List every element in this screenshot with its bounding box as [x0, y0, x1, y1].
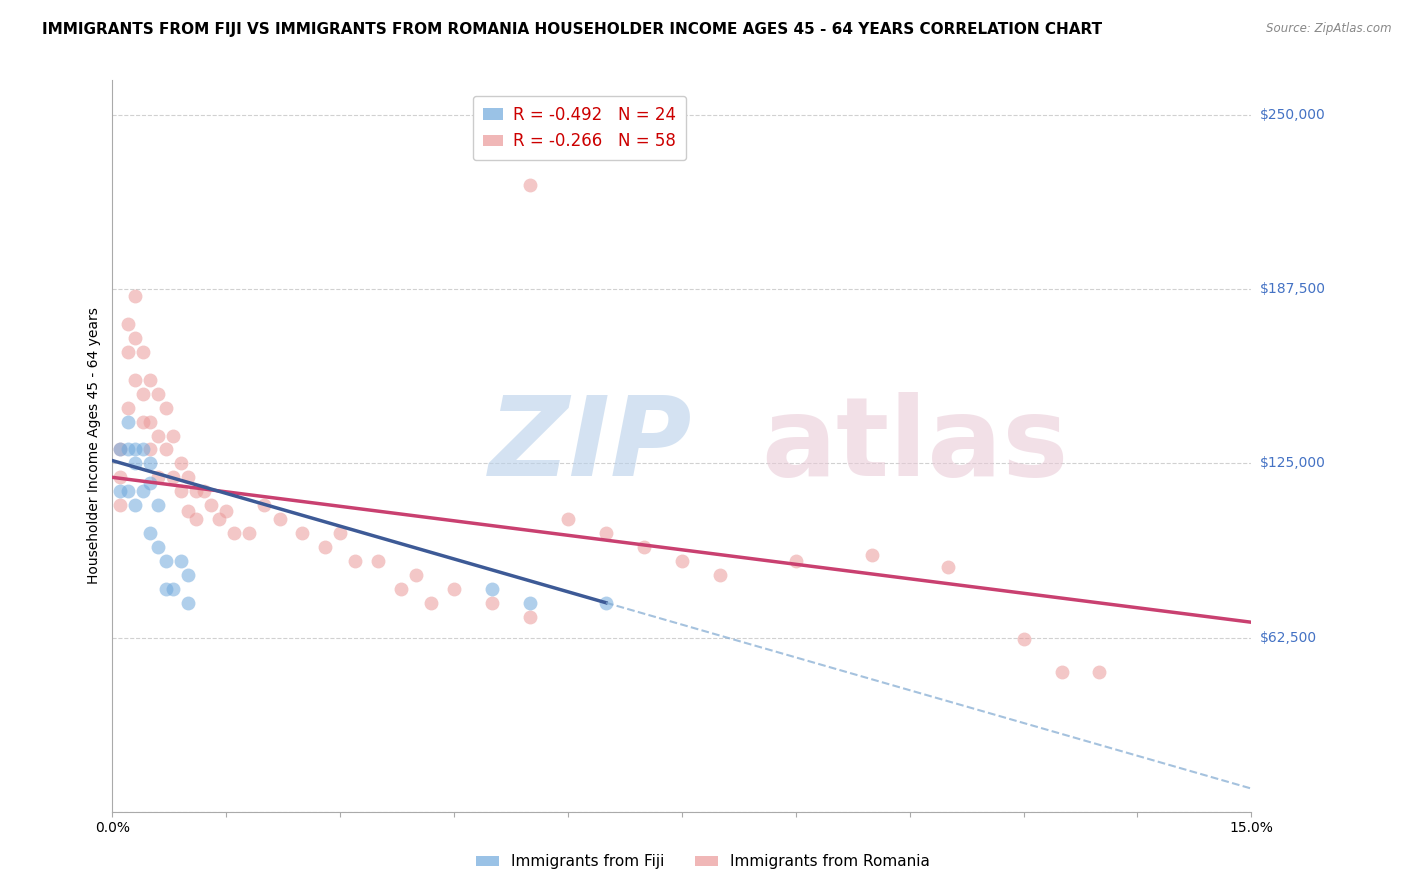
Point [155, 582, 177, 596]
Point [481, 582, 503, 596]
Point [344, 554, 367, 568]
Legend: R = -0.492   N = 24, R = -0.266   N = 58: R = -0.492 N = 24, R = -0.266 N = 58 [472, 96, 686, 161]
Point [155, 554, 177, 568]
Point [329, 526, 352, 541]
Point [1050, 665, 1073, 680]
Point [108, 470, 131, 484]
Text: ZIP: ZIP [489, 392, 693, 500]
Point [215, 504, 238, 518]
Point [132, 442, 155, 457]
Point [177, 470, 200, 484]
Point [269, 512, 291, 526]
Point [595, 596, 617, 610]
Point [108, 442, 131, 457]
Point [936, 559, 959, 574]
Point [208, 512, 231, 526]
Point [146, 498, 169, 512]
Point [117, 484, 139, 499]
Point [519, 178, 541, 192]
Point [367, 554, 389, 568]
Point [481, 596, 503, 610]
Point [519, 596, 541, 610]
Point [132, 345, 155, 359]
Text: $125,000: $125,000 [1260, 457, 1326, 470]
Point [671, 554, 693, 568]
Point [124, 442, 146, 457]
Point [200, 498, 222, 512]
Point [132, 415, 155, 429]
Point [193, 484, 215, 499]
Point [519, 609, 541, 624]
Point [139, 442, 162, 457]
Point [162, 428, 184, 442]
Point [785, 554, 807, 568]
Text: $187,500: $187,500 [1260, 282, 1326, 296]
Point [162, 470, 184, 484]
Point [117, 401, 139, 415]
Point [184, 484, 207, 499]
Point [108, 498, 131, 512]
Point [420, 596, 443, 610]
Legend: Immigrants from Fiji, Immigrants from Romania: Immigrants from Fiji, Immigrants from Ro… [470, 848, 936, 875]
Point [117, 442, 139, 457]
Y-axis label: Householder Income Ages 45 - 64 years: Householder Income Ages 45 - 64 years [87, 308, 101, 584]
Point [139, 457, 162, 471]
Point [132, 386, 155, 401]
Point [108, 484, 131, 499]
Point [139, 415, 162, 429]
Point [108, 442, 131, 457]
Point [557, 512, 579, 526]
Text: atlas: atlas [762, 392, 1069, 500]
Point [146, 540, 169, 554]
Point [139, 373, 162, 387]
Point [170, 484, 193, 499]
Point [117, 317, 139, 331]
Point [291, 526, 314, 541]
Point [117, 415, 139, 429]
Point [146, 386, 169, 401]
Point [253, 498, 276, 512]
Point [405, 567, 427, 582]
Point [124, 331, 146, 345]
Point [1088, 665, 1111, 680]
Point [314, 540, 336, 554]
Text: $62,500: $62,500 [1260, 631, 1317, 645]
Point [146, 428, 169, 442]
Point [595, 526, 617, 541]
Point [170, 554, 193, 568]
Point [132, 484, 155, 499]
Point [155, 442, 177, 457]
Text: IMMIGRANTS FROM FIJI VS IMMIGRANTS FROM ROMANIA HOUSEHOLDER INCOME AGES 45 - 64 : IMMIGRANTS FROM FIJI VS IMMIGRANTS FROM … [42, 22, 1102, 37]
Point [124, 457, 146, 471]
Point [124, 498, 146, 512]
Point [139, 526, 162, 541]
Point [443, 582, 465, 596]
Point [633, 540, 655, 554]
Point [184, 512, 207, 526]
Point [162, 582, 184, 596]
Point [117, 345, 139, 359]
Point [222, 526, 245, 541]
Point [155, 401, 177, 415]
Point [860, 549, 883, 563]
Point [238, 526, 260, 541]
Point [146, 470, 169, 484]
Text: Source: ZipAtlas.com: Source: ZipAtlas.com [1267, 22, 1392, 36]
Point [1012, 632, 1035, 646]
Point [170, 457, 193, 471]
Text: $250,000: $250,000 [1260, 108, 1326, 122]
Point [177, 567, 200, 582]
Point [389, 582, 412, 596]
Point [177, 504, 200, 518]
Point [139, 475, 162, 490]
Point [124, 289, 146, 303]
Point [177, 596, 200, 610]
Point [709, 567, 731, 582]
Point [124, 373, 146, 387]
